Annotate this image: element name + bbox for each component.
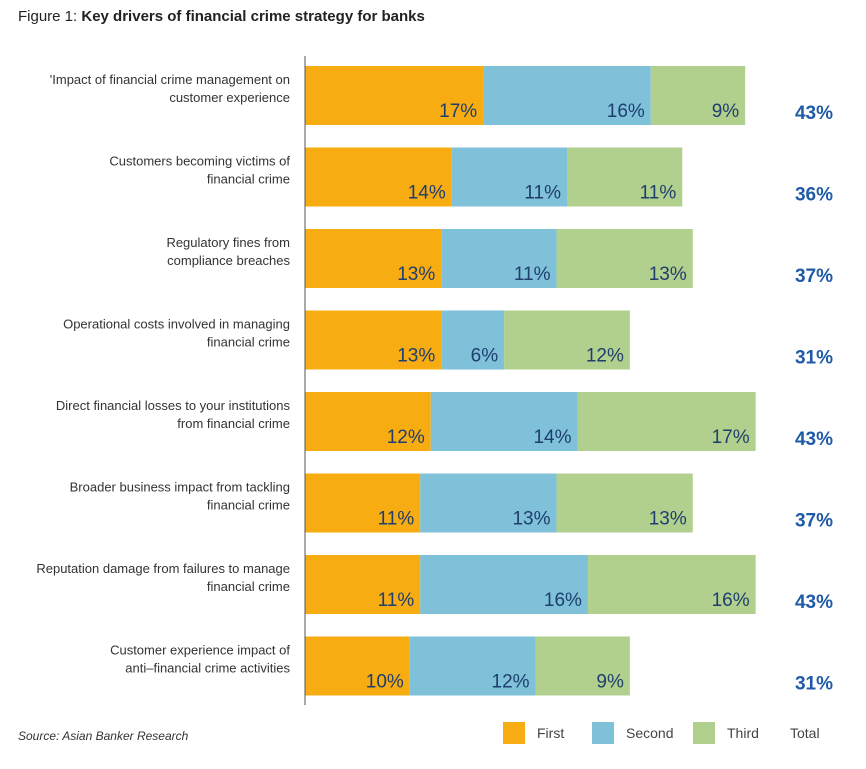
data-label-second: 12%	[492, 672, 530, 693]
bar-third	[556, 229, 693, 288]
category-label: from financial crime	[177, 416, 290, 431]
data-label-third: 9%	[712, 101, 740, 122]
category-label: financial crime	[207, 498, 290, 513]
bar-third	[504, 310, 630, 370]
data-label-third: 12%	[586, 346, 624, 367]
bar-third	[567, 147, 683, 207]
data-label-third: 17%	[712, 427, 750, 448]
data-label-second: 14%	[533, 427, 571, 448]
category-label: compliance breaches	[167, 253, 290, 268]
category-label: financial crime	[207, 335, 290, 350]
data-label-second: 11%	[514, 264, 551, 285]
title-main: Key drivers of financial crime strategy …	[81, 8, 425, 25]
bar-first	[305, 310, 442, 370]
legend-second-swatch	[592, 722, 614, 744]
bar-third	[650, 66, 746, 125]
category-label: Operational costs involved in managing	[63, 317, 290, 332]
bar-third	[587, 555, 756, 614]
source-note: Source: Asian Banker Research	[18, 729, 189, 743]
bar-third	[535, 636, 630, 696]
category-label: Customer experience impact of	[110, 643, 290, 658]
data-label-second: 6%	[471, 346, 499, 367]
data-label-third: 16%	[712, 590, 750, 611]
total-label: 43%	[795, 429, 833, 450]
chart-title: Figure 1: Key drivers of financial crime…	[18, 8, 425, 25]
category-label: 'Impact of financial crime management on	[50, 72, 290, 87]
data-label-first: 13%	[397, 264, 435, 285]
category-label: financial crime	[207, 579, 290, 594]
bar-first	[305, 392, 431, 451]
category-label: anti–financial crime activities	[125, 661, 290, 676]
data-label-second: 16%	[544, 590, 582, 611]
bar-second	[420, 555, 588, 614]
data-label-second: 13%	[512, 509, 550, 530]
total-label: 36%	[795, 185, 833, 206]
legend-third-swatch	[693, 722, 715, 744]
data-label-third: 13%	[649, 509, 687, 530]
category-label: financial crime	[207, 172, 290, 187]
category-label: Broader business impact from tackling	[70, 480, 290, 495]
category-label: Customers becoming victims of	[109, 154, 290, 169]
total-label: 31%	[795, 348, 833, 369]
legend-third: Third	[693, 722, 759, 744]
data-label-second: 16%	[607, 101, 645, 122]
legend-total-label: Total	[790, 725, 820, 741]
bar-second	[430, 392, 578, 451]
category-label: customer experience	[169, 90, 290, 105]
data-label-first: 11%	[378, 509, 415, 530]
data-label-first: 13%	[397, 346, 435, 367]
legend-third-label: Third	[727, 725, 759, 741]
bar-first	[305, 66, 484, 125]
legend-total: Total	[790, 722, 820, 744]
bar-second	[420, 473, 557, 533]
stacked-bar-chart: 'Impact of financial crime management on…	[36, 56, 833, 705]
total-label: 31%	[795, 674, 833, 695]
total-label: 37%	[795, 511, 833, 532]
category-label: Reputation damage from failures to manag…	[36, 561, 290, 576]
data-label-first: 14%	[408, 183, 446, 204]
legend-second: Second	[592, 722, 673, 744]
total-label: 37%	[795, 266, 833, 287]
data-label-first: 10%	[366, 672, 404, 693]
bar-first	[305, 473, 421, 533]
total-label: 43%	[795, 592, 833, 613]
data-label-first: 12%	[387, 427, 425, 448]
legend-first: First	[503, 722, 564, 744]
data-label-third: 11%	[640, 183, 677, 204]
data-label-first: 11%	[378, 590, 415, 611]
total-label: 43%	[795, 103, 833, 124]
bar-second	[409, 636, 536, 696]
title-prefix: Figure 1:	[18, 8, 78, 25]
category-label: Regulatory fines from	[166, 235, 290, 250]
bar-first	[305, 147, 452, 207]
category-label: Direct financial losses to your institut…	[56, 398, 291, 413]
data-label-third: 9%	[596, 672, 624, 693]
bar-second	[483, 66, 651, 125]
data-label-first: 17%	[439, 101, 477, 122]
bar-second	[441, 229, 557, 288]
data-label-second: 11%	[524, 183, 561, 204]
bar-second	[441, 310, 505, 370]
bar-third	[556, 473, 693, 533]
legend-first-label: First	[537, 725, 565, 741]
data-label-third: 13%	[649, 264, 687, 285]
bar-first	[305, 229, 442, 288]
bar-second	[451, 147, 567, 207]
legend-second-label: Second	[626, 725, 674, 741]
bar-third	[577, 392, 756, 451]
bar-first	[305, 636, 410, 696]
bar-first	[305, 555, 421, 614]
legend-first-swatch	[503, 722, 525, 744]
